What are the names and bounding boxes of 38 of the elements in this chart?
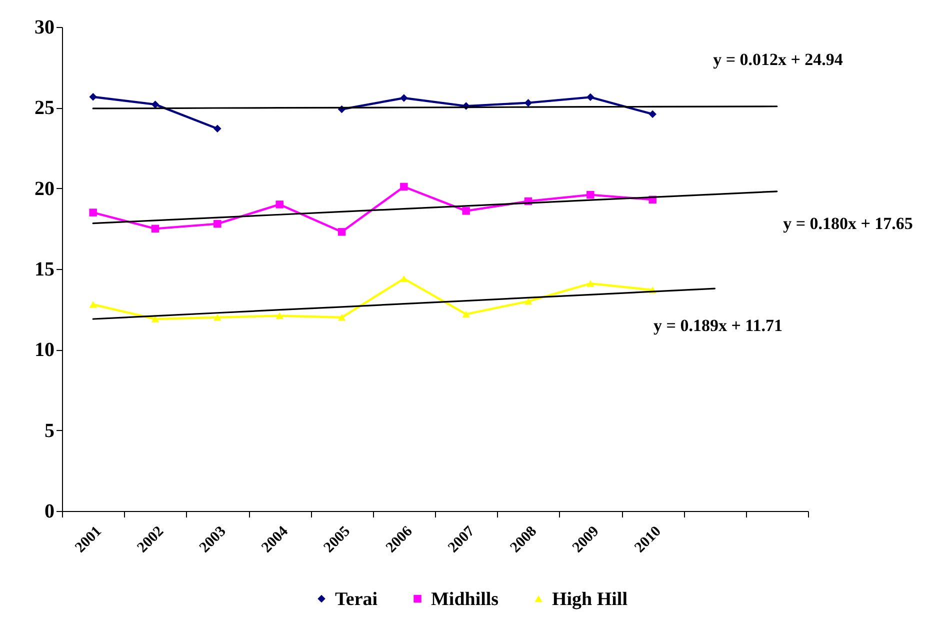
point bbox=[462, 310, 470, 318]
point bbox=[89, 301, 97, 308]
point bbox=[89, 208, 97, 216]
point bbox=[586, 93, 594, 102]
legend-label: Midhills bbox=[431, 588, 499, 610]
point bbox=[276, 312, 284, 320]
legend-label: High Hill bbox=[552, 588, 628, 610]
y-tick-label: 25 bbox=[34, 97, 54, 120]
annotation: y = 0.012x + 24.94 bbox=[713, 50, 844, 69]
y-tick-label: 20 bbox=[34, 178, 54, 200]
line-series bbox=[92, 190, 778, 224]
point bbox=[338, 314, 346, 321]
y-tick-label: 0 bbox=[44, 500, 54, 522]
point bbox=[586, 190, 594, 199]
annotation: y = 0.180x + 17.65 bbox=[783, 214, 913, 233]
point bbox=[214, 220, 222, 228]
y-tick-label: 15 bbox=[34, 258, 54, 280]
y-tick-label: 10 bbox=[34, 339, 54, 362]
point bbox=[151, 316, 160, 322]
point bbox=[400, 275, 408, 282]
y-tick-label: 5 bbox=[44, 420, 54, 442]
point bbox=[151, 100, 160, 108]
point bbox=[214, 124, 222, 133]
point bbox=[524, 298, 532, 305]
point bbox=[524, 98, 532, 107]
point bbox=[586, 280, 594, 287]
point bbox=[400, 182, 408, 191]
point bbox=[400, 94, 408, 102]
point bbox=[462, 207, 470, 215]
legend-label: Terai bbox=[335, 588, 378, 610]
y-tick-label: 30 bbox=[34, 16, 54, 38]
annotation: y = 0.189x + 11.71 bbox=[654, 316, 782, 335]
point bbox=[276, 200, 284, 208]
point bbox=[89, 92, 97, 101]
point bbox=[648, 110, 656, 118]
point bbox=[151, 224, 160, 233]
point bbox=[338, 228, 346, 236]
point bbox=[214, 314, 222, 321]
